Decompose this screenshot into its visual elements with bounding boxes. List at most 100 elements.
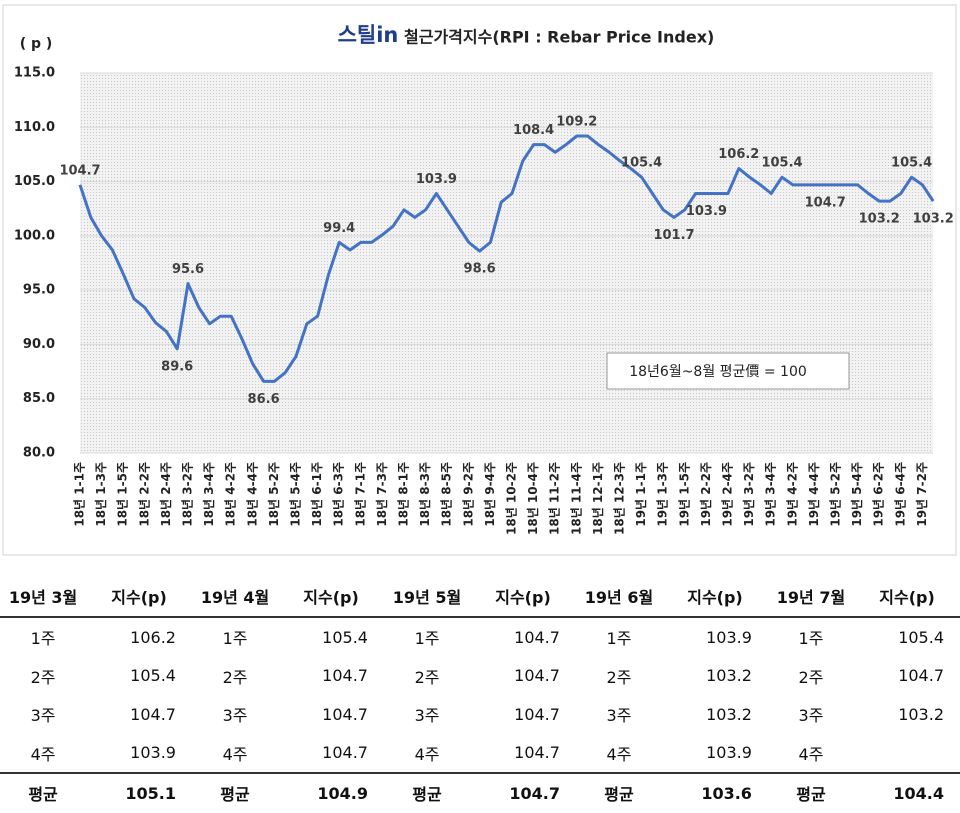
table-cell: 4주 (798, 744, 824, 764)
table-cell: 105.4 (322, 627, 368, 647)
x-tick-label: 18년 12-1주 (591, 462, 605, 535)
logo: 스틸in (338, 23, 399, 47)
x-tick-label: 18년 10-4주 (526, 462, 540, 535)
table-cell: 평균 (575, 772, 663, 813)
x-tick-label: 19년 1-3주 (656, 462, 670, 527)
x-tick-label: 18년 8-1주 (397, 462, 411, 527)
y-tick-label: 80.0 (23, 446, 55, 461)
table-cell: 4주 (606, 744, 632, 764)
table-cell: 104.9 (278, 772, 384, 813)
x-tick-label: 19년 2-4주 (721, 462, 735, 527)
x-tick-label: 18년 8-3주 (418, 462, 432, 527)
data-label: 103.9 (686, 204, 727, 219)
table-cell: 19년 6월 (575, 576, 663, 618)
table-cell: 3주 (222, 706, 248, 726)
x-tick-label: 19년 1-1주 (634, 462, 648, 527)
table-cell: 4주 (30, 744, 56, 764)
table-cell: 104.7 (322, 743, 368, 763)
x-tick-label: 18년 6-3주 (332, 462, 346, 527)
data-label: 104.7 (59, 163, 100, 178)
data-label: 86.6 (248, 392, 280, 407)
note-box (606, 352, 850, 390)
table-cell: 3주 (798, 706, 824, 726)
x-tick-label: 18년 11-2주 (548, 462, 562, 535)
data-label: 108.4 (513, 123, 554, 138)
x-tick-label: 19년 6-4주 (893, 462, 907, 527)
table-row: 4주 103.9 4주 104.7 4주 104.7 4주 103.9 4주 (0, 734, 960, 774)
y-tick-label: 115.0 (14, 66, 55, 81)
data-label: 105.4 (761, 156, 802, 171)
data-label: 89.6 (161, 359, 193, 374)
data-label: 103.2 (913, 212, 954, 227)
table-cell: 4주 (414, 744, 440, 764)
table-cell: 106.2 (130, 627, 176, 647)
table-cell: 지수(p) (86, 576, 192, 618)
table-cell: 2주 (414, 667, 440, 687)
table-cell: 105.1 (86, 772, 192, 813)
table-cell: 104.7 (514, 627, 560, 647)
table-cell: 1주 (222, 629, 248, 649)
x-tick-label: 18년 4-2주 (224, 462, 238, 527)
x-tick-label: 18년 8-5주 (440, 462, 454, 527)
x-tick-label: 19년 5-4주 (850, 462, 864, 527)
table-cell: 103.2 (706, 666, 752, 686)
table-cell: 평균 (191, 772, 279, 813)
x-tick-label: 19년 3-2주 (742, 462, 756, 527)
table-cell: 104.7 (322, 704, 368, 724)
table-row: 19년 3월 지수(p) 19년 4월 지수(p) 19년 5월 지수(p) 19년 6월 지… (0, 576, 960, 618)
table-cell (854, 734, 960, 774)
x-tick-label: 19년 7-2주 (915, 462, 929, 527)
table-cell: 104.7 (470, 772, 576, 813)
x-tick-label: 18년 7-3주 (375, 462, 389, 527)
table-row: 3주 104.7 3주 104.7 3주 104.7 3주 103.2 3주 103.2 (0, 695, 960, 734)
table-cell: 지수(p) (662, 576, 768, 618)
table-cell: 3주 (414, 706, 440, 726)
y-tick-label: 105.0 (14, 174, 55, 189)
table-cell: 104.7 (514, 704, 560, 724)
plot-area (80, 73, 933, 453)
x-tick-label: 18년 5-4주 (289, 462, 303, 527)
x-tick-label: 19년 4-4주 (807, 462, 821, 527)
x-tick-label: 19년 3-4주 (764, 462, 778, 527)
table-cell: 2주 (606, 667, 632, 687)
x-tick-label: 18년 11-4주 (569, 462, 583, 535)
index-table: 19년 3월 지수(p) 19년 4월 지수(p) 19년 5월 지수(p) 19년 6월 지… (0, 576, 960, 813)
x-tick-label: 18년 9-4주 (483, 462, 497, 527)
table-cell: 평균 (383, 772, 471, 813)
table-cell: 19년 3월 (0, 576, 87, 618)
table-cell: 4주 (222, 744, 248, 764)
y-tick-label: 90.0 (23, 337, 55, 352)
x-tick-label: 18년 5-2주 (267, 462, 281, 527)
table-cell: 19년 4월 (191, 576, 279, 618)
data-label: 105.4 (891, 156, 932, 171)
table-cell: 지수(p) (854, 576, 960, 618)
data-label: 105.4 (621, 156, 662, 171)
data-label: 95.6 (172, 262, 204, 277)
x-tick-label: 18년 1-5주 (116, 462, 130, 527)
x-tick-label: 18년 7-1주 (353, 462, 367, 527)
table-cell: 19년 5월 (383, 576, 471, 618)
x-tick-label: 18년 9-2주 (461, 462, 475, 527)
table-cell: 3주 (30, 706, 56, 726)
x-tick-label: 18년 12-3주 (613, 462, 627, 535)
table-row: 1주 106.2 1주 105.4 1주 104.7 1주 103.9 1주 105.4 (0, 617, 960, 657)
x-tick-label: 18년 2-4주 (159, 462, 173, 527)
data-label: 103.9 (416, 172, 457, 187)
table-cell: 104.4 (854, 772, 960, 813)
table-cell: 103.6 (662, 772, 768, 813)
table-cell: 103.9 (706, 627, 752, 647)
x-tick-label: 18년 1-3주 (94, 462, 108, 527)
data-label: 101.7 (653, 228, 694, 243)
table-cell: 평균 (0, 772, 87, 813)
data-label: 103.2 (859, 212, 900, 227)
index-line (78, 134, 935, 383)
data-label: 98.6 (464, 262, 496, 277)
x-tick-label: 18년 6-1주 (310, 462, 324, 527)
table-cell: 1주 (798, 629, 824, 649)
x-tick-label: 19년 4-2주 (785, 462, 799, 527)
table-cell: 105.4 (898, 627, 944, 647)
x-tick-label: 18년 10-2주 (505, 462, 519, 535)
chart-title: 철근가격지수(RPI : Rebar Price Index) (404, 28, 714, 47)
y-tick-label: 85.0 (23, 391, 55, 406)
table-cell: 지수(p) (278, 576, 384, 618)
